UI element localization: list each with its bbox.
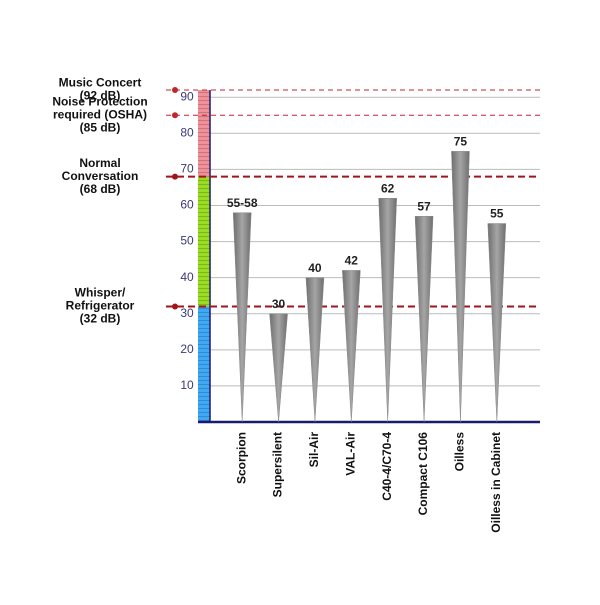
y-tick-label: 20 [180, 342, 194, 356]
x-tick-label: Supersilent [271, 432, 285, 497]
bar [342, 270, 361, 423]
bar [451, 151, 470, 423]
value-label: 62 [381, 181, 395, 195]
y-tick-label: 90 [180, 89, 194, 103]
value-label: 57 [417, 199, 431, 213]
value-label: 42 [345, 254, 359, 268]
y-tick-label: 70 [180, 162, 194, 176]
value-label: 55-58 [227, 196, 258, 210]
bar [232, 212, 252, 423]
x-tick-label: VAL-Air [343, 432, 357, 476]
bar [487, 223, 507, 423]
y-tick-label: 50 [180, 234, 194, 248]
x-tick-label: Sil-Air [307, 432, 321, 468]
x-tick-label: C40-4/C70-4 [380, 432, 394, 501]
reference-label: required (OSHA) [53, 107, 147, 121]
y-tick-label: 10 [180, 378, 194, 392]
reference-label: Music Concert [59, 76, 142, 90]
y-tick-label: 30 [180, 306, 194, 320]
reference-label: (32 dB) [80, 312, 121, 326]
x-tick-label: Oilless in Cabinet [489, 432, 503, 533]
bar [305, 277, 325, 423]
reference-label: Normal [79, 156, 120, 170]
reference-label: Whisper/ [75, 286, 126, 300]
reference-label: (92 dB) [80, 89, 121, 103]
bar [378, 198, 397, 423]
value-label: 30 [272, 297, 286, 311]
band-stripes [198, 90, 210, 422]
x-tick-label: Compact C106 [416, 432, 430, 516]
reference-marker [172, 173, 178, 180]
reference-marker [172, 112, 178, 119]
reference-label: Conversation [62, 169, 139, 183]
reference-marker [172, 87, 178, 93]
reference-marker [172, 303, 178, 310]
y-tick-label: 80 [180, 125, 194, 139]
reference-label: Refrigerator [66, 299, 135, 313]
reference-label: (68 dB) [80, 182, 121, 196]
y-tick-label: 40 [180, 270, 194, 284]
reference-label: (85 dB) [80, 120, 121, 134]
bar [269, 313, 288, 423]
x-tick-label: Oilless [453, 432, 467, 472]
reference-label: Noise Protection [52, 94, 147, 108]
value-label: 55 [490, 207, 504, 221]
y-tick-label: 60 [180, 198, 194, 212]
value-label: 40 [308, 261, 322, 275]
bar [414, 216, 434, 423]
x-tick-label: Scorpion [234, 432, 248, 484]
value-label: 75 [454, 135, 468, 149]
